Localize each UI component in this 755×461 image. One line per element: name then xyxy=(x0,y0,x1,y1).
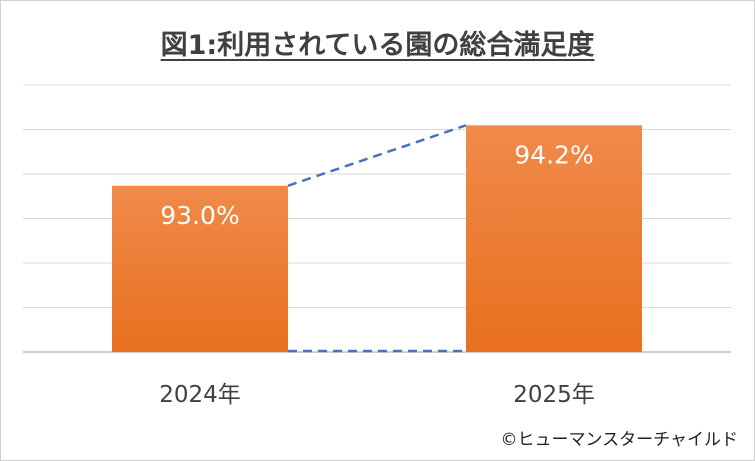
x-tick-label: 2025年 xyxy=(513,382,595,408)
chart-title: 図1:利用されている園の総合満足度 xyxy=(160,30,595,61)
bar-2025年 xyxy=(466,125,642,353)
x-tick-label: 2024年 xyxy=(159,382,241,408)
connector-line-top xyxy=(287,124,467,187)
bar-2024年 xyxy=(112,185,288,352)
data-label: 93.0% xyxy=(160,201,239,230)
data-label: 94.2% xyxy=(514,140,593,169)
copyright-credit: ©ヒューマンスターチャイルド xyxy=(500,430,739,450)
